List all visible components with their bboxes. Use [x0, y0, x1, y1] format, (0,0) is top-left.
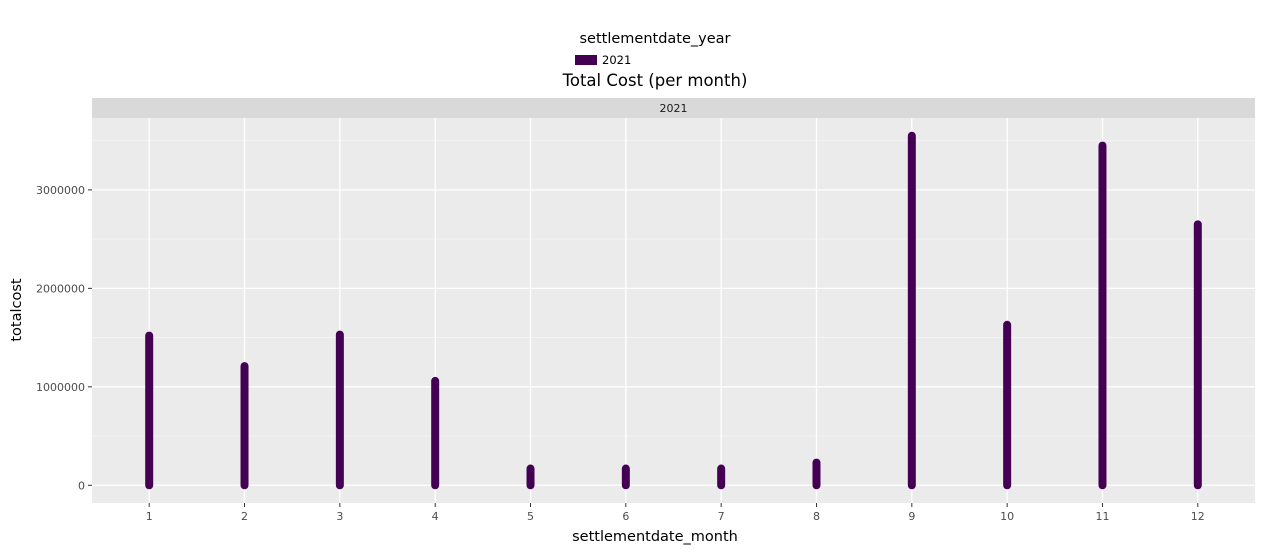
x-tick-label: 5	[527, 510, 534, 523]
facet-strip	[92, 98, 1255, 118]
legend-title: settlementdate_year	[579, 31, 730, 47]
y-tick-label: 3000000	[36, 184, 85, 197]
x-tick-label: 10	[1000, 510, 1014, 523]
legend-swatch	[575, 55, 597, 65]
plot-panel	[92, 118, 1255, 503]
y-axis-label: totalcost	[9, 278, 25, 342]
x-tick-label: 12	[1191, 510, 1205, 523]
y-axis: 0 1000000 2000000 3000000	[36, 184, 92, 492]
x-axis-label: settlementdate_month	[572, 529, 738, 545]
x-tick-label: 2	[241, 510, 248, 523]
facet-strip-label: 2021	[660, 102, 688, 115]
x-tick-label: 9	[908, 510, 915, 523]
x-tick-label: 6	[622, 510, 629, 523]
y-tick-label: 1000000	[36, 381, 85, 394]
y-tick-label: 0	[78, 479, 85, 492]
x-tick-label: 1	[146, 510, 153, 523]
y-tick-label: 2000000	[36, 282, 85, 295]
x-tick-label: 3	[336, 510, 343, 523]
data-marks	[145, 131, 1202, 490]
x-axis: 1 2 3 4 5 6 7 8 9 10 11 12	[146, 503, 1205, 523]
x-tick-label: 8	[813, 510, 820, 523]
chart-title: Total Cost (per month)	[562, 71, 748, 90]
legend-entry-label: 2021	[602, 53, 631, 67]
x-tick-label: 7	[718, 510, 725, 523]
x-tick-label: 11	[1095, 510, 1109, 523]
x-tick-label: 4	[432, 510, 439, 523]
